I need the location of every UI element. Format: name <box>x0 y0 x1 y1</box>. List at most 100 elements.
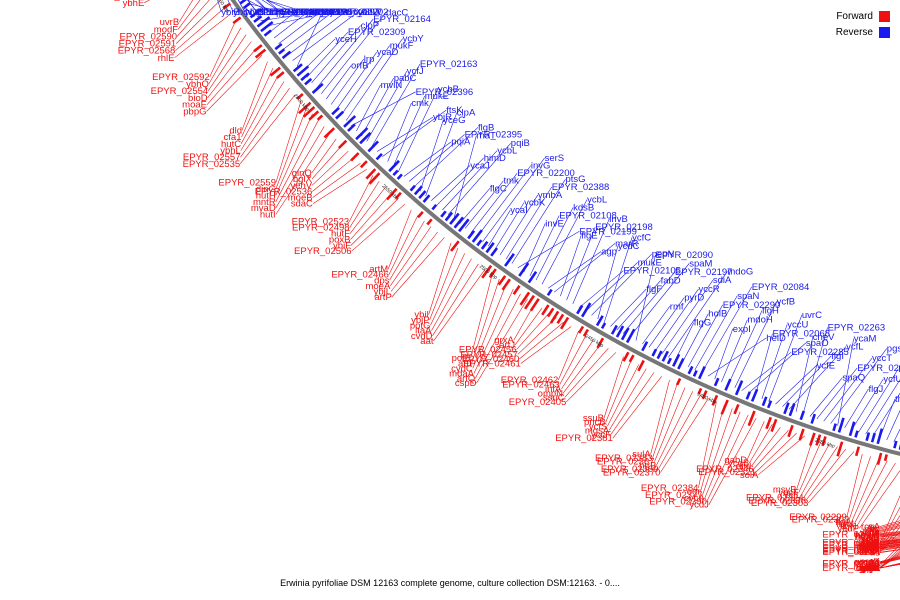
forward-gene-label: pbpG <box>183 107 206 118</box>
forward-gene-mark <box>302 106 316 118</box>
forward-gene-label: ssuB <box>583 413 604 424</box>
forward-leader-line <box>349 186 386 234</box>
forward-leader-line <box>351 203 405 252</box>
reverse-gene-mark <box>734 380 744 396</box>
forward-leader-line <box>603 356 624 419</box>
reverse-leader-line <box>283 11 333 50</box>
reverse-gene-label: flgC <box>490 183 507 194</box>
forward-leader-line <box>706 414 749 502</box>
forward-gene-mark <box>426 218 433 226</box>
reverse-leader-line <box>823 358 873 422</box>
forward-gene-label: mgsA <box>585 425 610 436</box>
reverse-leader-line <box>376 116 434 152</box>
reverse-gene-label: sdiA <box>713 275 732 286</box>
reverse-leader-line <box>560 235 582 297</box>
forward-leader-line <box>177 0 201 30</box>
forward-leader-line <box>241 61 268 131</box>
forward-gene-mark <box>308 110 320 121</box>
reverse-leader-line <box>714 328 734 380</box>
forward-gene-label: dld <box>229 125 242 136</box>
forward-gene-label: EPYR_02384 <box>641 483 699 494</box>
reverse-leader-line <box>707 337 767 377</box>
forward-leader-line <box>796 438 814 490</box>
reverse-leader-line <box>872 392 900 437</box>
forward-gene-label: ybhQ <box>186 79 209 90</box>
forward-gene-label: ybhE <box>123 0 145 9</box>
reverse-gene-label: acpP <box>269 7 291 18</box>
forward-gene-label: ompN <box>538 388 563 399</box>
forward-gene-mark <box>770 418 778 433</box>
reverse-gene-mark <box>490 247 499 257</box>
forward-gene-label: potG <box>410 320 431 331</box>
forward-leader-line <box>275 126 325 209</box>
forward-leader-line <box>520 326 572 364</box>
forward-gene-label: hutC <box>221 139 241 150</box>
forward-gene-label: fliJ <box>868 561 880 572</box>
forward-gene-label: sulA <box>632 449 651 460</box>
reverse-leader-line <box>754 333 773 397</box>
forward-leader-line <box>389 220 425 281</box>
forward-gene-mark <box>815 434 822 446</box>
reverse-gene-mark <box>453 216 465 229</box>
forward-gene-mark <box>488 268 497 279</box>
reverse-gene-label: cheV <box>813 332 835 343</box>
reverse-leader-line <box>335 52 377 111</box>
forward-gene-label: EPYR_02568 <box>118 46 176 57</box>
reverse-leader-line <box>642 306 671 345</box>
forward-gene-label: gabD <box>724 455 747 466</box>
reverse-leader-line <box>366 70 408 142</box>
reverse-leader-line <box>578 270 624 309</box>
forward-gene-mark <box>253 44 263 53</box>
reverse-gene-mark <box>576 304 584 315</box>
reverse-leader-line <box>493 202 525 251</box>
reverse-leader-line <box>311 25 361 83</box>
forward-leader-line <box>879 547 900 568</box>
forward-gene-label: poxB <box>329 235 351 246</box>
forward-leader-line <box>658 394 701 470</box>
reverse-gene-label: EPYR_02290 <box>723 300 781 311</box>
legend-forward-label: Forward <box>836 10 873 22</box>
forward-gene-label: EPYR_02291 <box>822 538 880 549</box>
forward-gene-label: rnfA <box>863 537 881 548</box>
reverse-gene-label: EPYR_02263 <box>828 322 886 333</box>
reverse-leader-line <box>371 63 421 147</box>
scale-tick-label: 2400 kbp <box>696 392 717 406</box>
reverse-gene-mark <box>745 391 752 400</box>
forward-gene-label: dps <box>374 275 390 286</box>
reverse-leader-line <box>340 45 390 116</box>
forward-leader-line <box>428 242 452 315</box>
forward-gene-mark <box>808 432 816 447</box>
forward-gene-label: EPYR_02369 <box>601 464 659 475</box>
forward-gene-label: EPYR_02591 <box>119 39 177 50</box>
reverse-leader-line <box>505 186 552 260</box>
legend-forward-swatch <box>879 10 890 22</box>
reverse-leader-line <box>266 0 281 13</box>
forward-gene-label: prgJ <box>862 544 881 555</box>
forward-leader-line <box>432 263 479 336</box>
reverse-gene-mark <box>300 72 310 82</box>
forward-gene-label: ydjM <box>860 563 880 574</box>
gene-labels: rhsAgalMmodCgpmAEPYR_02611ybhEuvrBmodFEP… <box>89 0 900 574</box>
forward-leader-line <box>704 411 741 499</box>
reverse-leader-line <box>247 0 270 13</box>
reverse-gene-label: ycfJ <box>407 66 424 77</box>
reverse-leader-line <box>425 112 458 197</box>
forward-gene-mark <box>512 285 521 295</box>
forward-leader-line <box>312 168 367 204</box>
reverse-gene-mark <box>413 185 423 196</box>
forward-leader-line <box>206 48 257 105</box>
forward-gene-mark <box>701 390 708 400</box>
forward-leader-line <box>851 458 880 523</box>
forward-gene-label: bioD <box>188 93 208 104</box>
reverse-leader-line <box>529 215 560 277</box>
reverse-leader-line <box>453 135 477 220</box>
forward-gene-label: mfd <box>864 524 880 535</box>
forward-gene-label: EPYR_02456 <box>459 345 517 356</box>
forward-gene-label: EPYR_02460 <box>462 354 520 365</box>
reverse-leader-line <box>345 38 403 121</box>
reverse-gene-mark <box>750 388 759 402</box>
reverse-gene-label: fabF <box>319 7 338 18</box>
forward-leader-line <box>275 107 307 190</box>
reverse-gene-mark <box>485 242 495 254</box>
reverse-gene-mark <box>788 403 796 417</box>
